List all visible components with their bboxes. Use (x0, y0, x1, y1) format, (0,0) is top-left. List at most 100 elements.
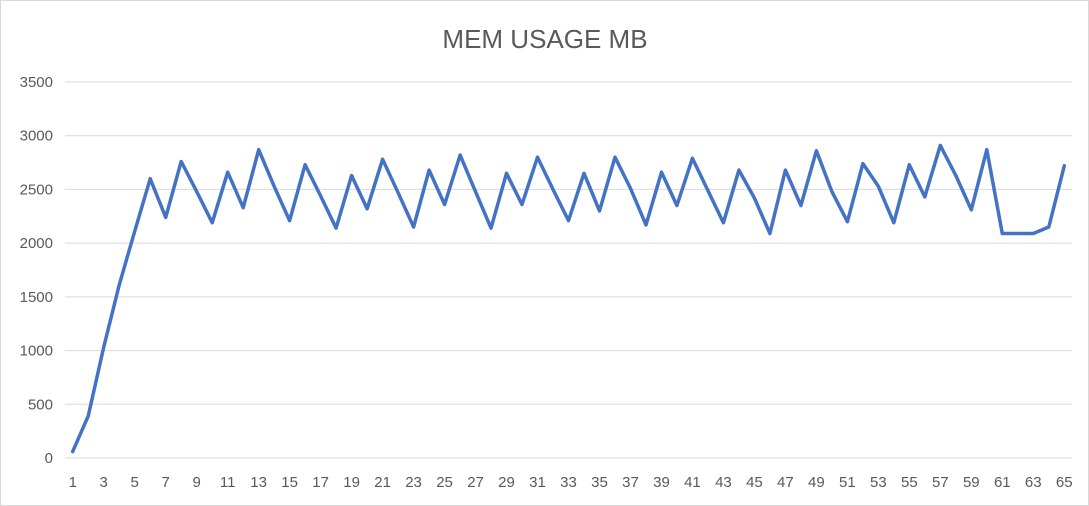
data-point (582, 171, 586, 175)
data-point (814, 149, 818, 153)
x-tick-label: 33 (560, 474, 577, 491)
x-tick-label: 31 (529, 474, 546, 491)
x-tick-label: 19 (343, 474, 360, 491)
data-point (551, 187, 555, 191)
data-point (706, 189, 710, 193)
data-point (861, 162, 865, 166)
data-point (876, 184, 880, 188)
x-tick-label: 45 (746, 474, 763, 491)
x-tick-label: 1 (69, 474, 77, 491)
x-tick-label: 7 (162, 474, 170, 491)
data-point (690, 156, 694, 160)
data-point (721, 221, 725, 225)
data-point (164, 215, 168, 219)
y-tick-label: 2500 (20, 181, 53, 198)
y-tick-label: 3000 (20, 128, 53, 145)
data-point (474, 190, 478, 194)
data-point (86, 414, 90, 418)
data-point (443, 202, 447, 206)
x-tick-label: 37 (622, 474, 639, 491)
x-tick-label: 41 (684, 474, 701, 491)
series-layer (70, 143, 1067, 454)
data-point (628, 186, 632, 190)
data-point (520, 202, 524, 206)
x-tick-label: 65 (1056, 474, 1073, 491)
x-tick-label: 21 (374, 474, 391, 491)
data-point (1062, 164, 1066, 168)
data-point (489, 226, 493, 230)
x-tick-label: 39 (653, 474, 670, 491)
x-tick-label: 35 (591, 474, 608, 491)
data-point (892, 221, 896, 225)
data-point (1000, 231, 1004, 235)
x-tick-label: 57 (932, 474, 949, 491)
y-tick-label: 1000 (20, 343, 53, 360)
x-tick-label: 49 (808, 474, 825, 491)
data-point (830, 190, 834, 194)
data-point (1016, 231, 1020, 235)
x-tick-label: 53 (870, 474, 887, 491)
y-tick-label: 2000 (20, 235, 53, 252)
data-point (257, 148, 261, 152)
y-tick-label: 3500 (20, 74, 53, 91)
chart-title: MEM USAGE MB (442, 24, 647, 54)
data-point (226, 170, 230, 174)
data-point (241, 206, 245, 210)
data-point (597, 209, 601, 213)
data-point (350, 173, 354, 177)
data-point (427, 168, 431, 172)
data-point (1047, 225, 1051, 229)
data-point (195, 190, 199, 194)
data-point (133, 229, 137, 233)
x-tick-label: 43 (715, 474, 732, 491)
data-point (102, 345, 106, 349)
x-tick-label: 47 (777, 474, 794, 491)
data-point (768, 231, 772, 235)
x-tick-label: 25 (436, 474, 453, 491)
data-point (536, 155, 540, 159)
x-tick-label: 59 (963, 474, 980, 491)
data-point (412, 225, 416, 229)
x-tick-label: 29 (498, 474, 515, 491)
x-tick-label: 51 (839, 474, 856, 491)
x-tick-label: 27 (467, 474, 484, 491)
data-point (783, 168, 787, 172)
grid-lines (65, 81, 1072, 459)
data-point (799, 204, 803, 208)
data-point (288, 219, 292, 223)
data-point (365, 207, 369, 211)
data-point (985, 148, 989, 152)
x-tick-label: 55 (901, 474, 918, 491)
data-point (969, 208, 973, 212)
data-point (659, 170, 663, 174)
data-point (319, 194, 323, 198)
data-point (845, 220, 849, 224)
x-tick-label: 11 (220, 474, 236, 491)
x-tick-label: 63 (1025, 474, 1042, 491)
x-tick-label: 3 (100, 474, 108, 491)
x-tick-label: 5 (131, 474, 139, 491)
x-tick-label: 9 (193, 474, 201, 491)
data-point (272, 184, 276, 188)
x-tick-label: 15 (281, 474, 298, 491)
series-line (70, 143, 1067, 454)
data-point (505, 171, 509, 175)
data-point (1031, 231, 1035, 235)
data-point (613, 155, 617, 159)
data-point (567, 219, 570, 223)
data-point (954, 173, 958, 177)
x-tick-label: 17 (312, 474, 329, 491)
x-axis-tick-labels: 1 3 5 7 9 11 13 15 17 19 21 23 25 27 29 31 33 35 37 39 41 43 4… (69, 474, 1073, 491)
data-point (675, 204, 679, 208)
data-point (179, 159, 183, 163)
data-point (334, 226, 338, 230)
x-tick-label: 13 (250, 474, 267, 491)
data-point (458, 153, 462, 157)
data-point (303, 163, 307, 167)
y-tick-label: 500 (28, 396, 53, 413)
data-point (737, 168, 741, 172)
data-point (644, 223, 648, 227)
data-point (396, 191, 400, 195)
data-point (923, 195, 927, 199)
